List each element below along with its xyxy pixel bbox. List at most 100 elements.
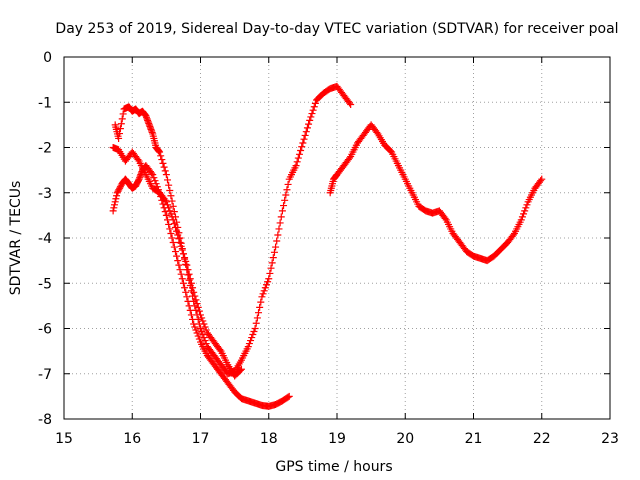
- data-point-sample: [309, 106, 317, 114]
- data-point-sample: [270, 248, 278, 256]
- data-point-sample: [195, 307, 203, 315]
- series-segment-d: [326, 121, 546, 265]
- data-point: [278, 207, 286, 215]
- data-point-sample: [170, 208, 178, 216]
- data-point-sample: [178, 245, 186, 253]
- data-point-sample: [168, 234, 176, 242]
- data-point-sample: [119, 110, 127, 118]
- data-point-sample: [310, 103, 318, 111]
- data-point-sample: [191, 323, 199, 331]
- data-point-sample: [116, 183, 124, 191]
- data-point-sample: [311, 99, 319, 107]
- data-point-sample: [174, 257, 182, 265]
- data-point-sample: [250, 328, 258, 336]
- x-axis-label: GPS time / hours: [275, 459, 392, 475]
- data-point-sample: [166, 186, 174, 194]
- data-point-sample: [200, 334, 208, 342]
- data-points: [109, 82, 546, 410]
- data-point-sample: [295, 150, 303, 158]
- data-point-sample: [248, 334, 256, 342]
- data-point-sample: [264, 278, 272, 286]
- data-point-sample: [160, 163, 168, 171]
- data-point-sample: [277, 213, 285, 221]
- data-point-sample: [301, 131, 309, 139]
- data-point-sample: [199, 331, 207, 339]
- y-tick-label: -5: [38, 276, 52, 292]
- data-point-sample: [179, 279, 187, 287]
- data-point: [162, 211, 170, 219]
- data-point: [538, 175, 546, 183]
- data-point-sample: [177, 270, 185, 278]
- data-point-sample: [173, 252, 181, 260]
- data-point-sample: [192, 306, 200, 314]
- data-point-sample: [297, 147, 305, 155]
- data-point-sample: [112, 195, 120, 203]
- data-point-sample: [269, 254, 277, 262]
- data-point-sample: [111, 198, 119, 206]
- x-tick-label: 22: [533, 431, 551, 447]
- data-point: [176, 266, 184, 274]
- data-point-sample: [164, 176, 172, 184]
- data-point-sample: [253, 314, 261, 322]
- y-tick-label: -3: [38, 186, 52, 202]
- data-point-sample: [520, 210, 528, 218]
- tick-labels: 15 16 17 18 19 20 21 22 23 0 -1 -2 -3 -4 -5 -6 -7 -8: [38, 50, 619, 447]
- data-point-sample: [179, 250, 187, 258]
- data-point-sample: [260, 287, 268, 295]
- data-point: [517, 216, 525, 224]
- chart-title: Day 253 of 2019, Sidereal Day-to-day VTE…: [55, 21, 618, 37]
- data-point: [272, 243, 280, 251]
- y-tick-label: -8: [38, 412, 52, 428]
- y-tick-label: -1: [38, 95, 52, 111]
- data-point-sample: [252, 319, 260, 327]
- data-point: [251, 325, 259, 332]
- data-point-sample: [266, 269, 274, 277]
- data-point-sample: [275, 225, 283, 233]
- data-point: [258, 293, 266, 301]
- data-point: [169, 202, 177, 210]
- data-point-sample: [111, 201, 119, 209]
- data-point-sample: [523, 201, 531, 209]
- data-point-sample: [307, 113, 315, 121]
- data-point-sample: [274, 231, 282, 239]
- data-point-sample: [268, 259, 276, 267]
- data-point-sample: [166, 225, 174, 233]
- data-point: [197, 325, 204, 332]
- data-point-sample: [165, 181, 173, 189]
- data-point-sample: [283, 186, 291, 194]
- data-point: [162, 171, 170, 179]
- y-axis-label: SDTVAR / TECUs: [8, 181, 24, 296]
- data-point-sample: [116, 130, 124, 138]
- data-point-sample: [198, 314, 206, 322]
- data-point-sample: [117, 120, 125, 128]
- data-point-sample: [189, 292, 197, 300]
- data-point-sample: [305, 120, 313, 128]
- data-point-sample: [201, 337, 209, 345]
- data-point-sample: [273, 237, 281, 245]
- data-point-sample: [170, 243, 178, 251]
- data-point-sample: [308, 110, 316, 118]
- data-point-sample: [110, 204, 118, 212]
- plot-frame: [63, 56, 611, 420]
- data-point-sample: [158, 156, 166, 164]
- data-point-sample: [113, 192, 121, 200]
- data-point-sample: [177, 239, 185, 247]
- data-point-sample: [185, 276, 193, 284]
- data-point-sample: [167, 229, 175, 237]
- data-point-sample: [186, 275, 194, 283]
- data-point-sample: [193, 311, 201, 319]
- data-point-sample: [191, 302, 199, 310]
- data-point-sample: [282, 191, 290, 199]
- data-point-sample: [284, 393, 292, 401]
- data-point-sample: [216, 346, 224, 354]
- data-point-sample: [184, 271, 192, 279]
- data-point-sample: [280, 202, 288, 210]
- data-point-sample: [173, 218, 181, 226]
- data-point-sample: [195, 335, 203, 343]
- data-point-sample: [249, 331, 257, 339]
- data-point: [292, 162, 300, 170]
- data-point-sample: [199, 317, 207, 325]
- data-point-sample: [522, 204, 530, 212]
- grid: [64, 57, 610, 419]
